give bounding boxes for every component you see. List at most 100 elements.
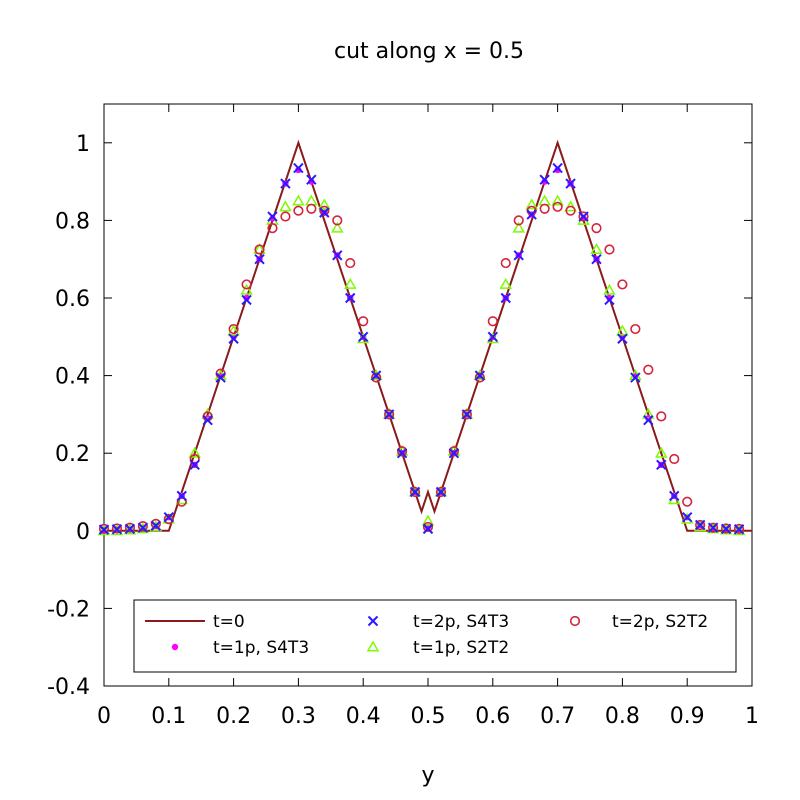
data-point <box>669 453 680 465</box>
data-point <box>487 316 498 327</box>
data-point <box>97 524 111 536</box>
data-point <box>227 324 240 336</box>
data-point <box>578 211 589 222</box>
data-point <box>720 523 732 535</box>
data-point <box>241 279 252 290</box>
data-point <box>500 292 511 304</box>
data-point <box>163 512 175 523</box>
data-point <box>719 523 733 535</box>
data-point <box>732 524 746 536</box>
y-tick-label: 0.8 <box>55 209 90 234</box>
data-point <box>603 283 616 295</box>
data-point <box>564 200 577 212</box>
data-point <box>111 524 123 535</box>
data-point <box>396 446 408 457</box>
chart-title: cut along x = 0.5 <box>334 39 524 64</box>
data-point <box>733 524 745 535</box>
data-point <box>98 523 110 534</box>
series-t-0 <box>104 139 752 532</box>
data-point <box>228 333 239 344</box>
data-point <box>123 523 137 535</box>
data-point <box>525 198 538 210</box>
data-point <box>254 244 265 255</box>
data-point <box>551 194 564 206</box>
data-point <box>604 244 615 255</box>
legend-swatch <box>171 643 179 651</box>
data-point <box>552 201 563 212</box>
data-point <box>604 294 615 306</box>
axis-ticks: 0 0.1 0.2 0.3 0.4 0.5 0.6 0.7 0.8 0.9 1 -0.4 -0.2 0 0.… <box>47 104 759 729</box>
x-tick-label: 0.8 <box>605 704 640 729</box>
data-point <box>279 200 292 212</box>
x-tick-label: 0 <box>97 704 111 729</box>
series-t-2p-s2t2 <box>98 201 745 534</box>
x-tick-label: 0.6 <box>475 704 510 729</box>
y-tick-label: 0.6 <box>55 287 90 312</box>
data-point <box>461 409 472 420</box>
legend: t=0 t=2p, S4T3 t=2p, S2T2 t=1p, S4T3 t=1p, S… <box>133 599 737 673</box>
data-point <box>330 221 344 233</box>
x-axis-label: y <box>421 763 434 788</box>
data-point <box>319 207 330 218</box>
plot-frame <box>103 103 753 687</box>
data-point <box>150 520 162 531</box>
legend-box <box>133 599 737 673</box>
data-point <box>617 279 628 290</box>
data-point <box>176 490 187 502</box>
data-point <box>500 257 511 269</box>
data-point <box>293 162 304 174</box>
data-point <box>149 520 163 532</box>
data-point <box>656 459 667 471</box>
data-point <box>733 523 745 534</box>
data-point <box>150 518 161 529</box>
data-point <box>707 522 719 533</box>
data-point <box>630 372 641 383</box>
legend-entry: t=1p, S2T2 <box>366 638 509 658</box>
data-point <box>111 523 123 534</box>
data-point <box>137 522 149 533</box>
data-point <box>682 496 693 507</box>
data-point <box>189 453 200 465</box>
legend-entry: t=0 <box>145 612 245 632</box>
data-point <box>448 447 460 459</box>
data-point <box>720 523 732 534</box>
data-point <box>591 253 602 265</box>
data-point <box>110 524 124 536</box>
data-point <box>474 372 485 383</box>
data-point <box>332 215 343 226</box>
data-point <box>499 277 513 289</box>
data-point <box>280 178 291 189</box>
data-point <box>137 521 148 532</box>
data-point <box>228 323 239 335</box>
data-point <box>343 277 357 289</box>
data-point <box>201 407 214 419</box>
data-point <box>384 409 395 420</box>
legend-label: t=2p, S2T2 <box>612 612 708 632</box>
data-point <box>642 407 655 419</box>
data-point <box>267 223 278 234</box>
data-point <box>371 372 382 383</box>
data-point <box>357 331 369 343</box>
data-point <box>358 316 369 327</box>
x-tick-label: 0.4 <box>346 704 381 729</box>
data-point <box>643 364 654 375</box>
data-marks <box>97 139 752 536</box>
data-point <box>590 242 603 254</box>
data-point <box>305 194 318 206</box>
legend-label: t=1p, S2T2 <box>413 638 509 658</box>
x-tick-label: 0.5 <box>411 704 446 729</box>
data-point <box>136 522 150 534</box>
data-point <box>409 486 421 498</box>
data-point <box>254 253 265 265</box>
data-point <box>708 522 719 533</box>
data-point <box>422 523 434 535</box>
data-point <box>345 292 356 304</box>
data-point <box>526 209 537 220</box>
data-point <box>617 333 628 344</box>
legend-entry: t=1p, S4T3 <box>171 638 309 658</box>
data-point <box>422 521 434 533</box>
data-point <box>435 486 447 498</box>
data-point <box>124 523 136 535</box>
data-point <box>280 211 291 222</box>
